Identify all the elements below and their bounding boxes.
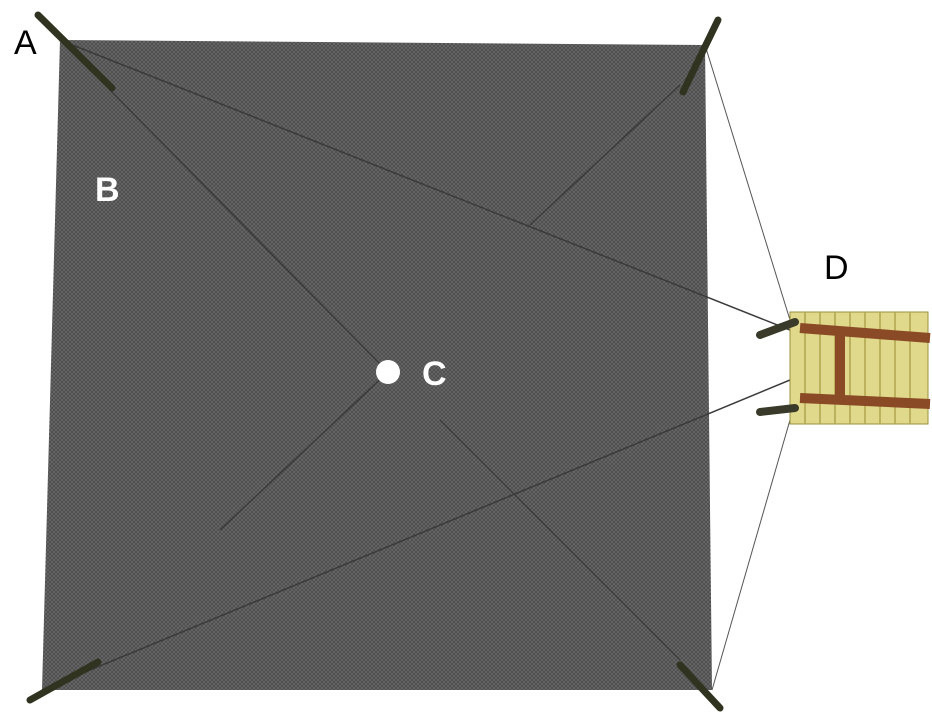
rope (109, 89, 389, 373)
bridle (711, 419, 791, 691)
pole (26, 658, 102, 704)
raft-posts (756, 318, 799, 416)
label-b: B (95, 171, 120, 209)
label-c: C (422, 355, 447, 393)
rope (439, 419, 681, 661)
net-ropes (41, 39, 791, 691)
rope (219, 371, 389, 531)
pole (676, 661, 724, 712)
net (42, 40, 712, 690)
pole (34, 11, 116, 92)
bridle (704, 44, 791, 321)
label-d: D (824, 249, 849, 287)
corner-poles (26, 11, 724, 712)
rope (59, 39, 791, 331)
label-a: A (14, 24, 37, 62)
pole (679, 16, 722, 96)
raft (756, 311, 931, 425)
rope (529, 84, 681, 226)
rope (41, 379, 791, 691)
center-dot (376, 360, 400, 384)
raft-beams (799, 323, 931, 409)
bridles (704, 44, 791, 691)
